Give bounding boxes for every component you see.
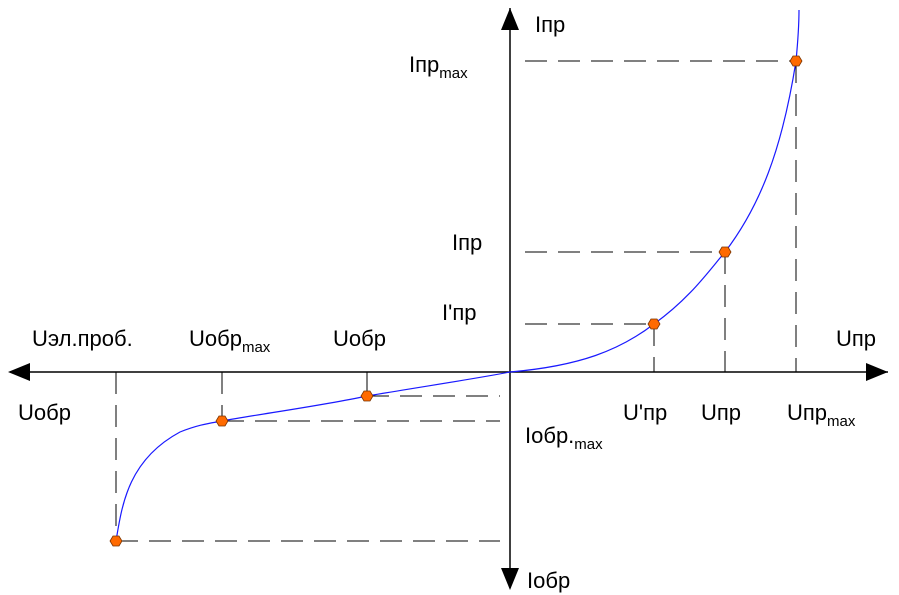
y-axis-up-arrow: [501, 8, 519, 30]
point-u-el-prob: [109, 535, 123, 547]
y-axis-down-arrow: [501, 568, 519, 590]
point-u-pr: [718, 246, 732, 258]
x-axis-right-arrow: [866, 363, 888, 381]
label-u-obr-max: Uобрmax: [189, 326, 271, 356]
point-u-obr: [360, 390, 374, 402]
label-u-pr: Uпр: [701, 400, 741, 425]
y-axis-negative-label: Iобр: [527, 568, 570, 593]
label-u-pr-max: Uпрmax: [787, 400, 856, 430]
guide-lines: [115, 60, 797, 542]
label-i-pr-prime: I'пр: [442, 300, 476, 325]
label-u-el-prob: Uэл.проб.: [32, 326, 133, 351]
x-axis-positive-label: Uпр: [836, 326, 876, 351]
x-axis-negative-label: Uобр: [18, 400, 71, 425]
curve-points: [109, 55, 803, 547]
label-i-pr-max: Iпрmax: [409, 52, 468, 82]
label-u-pr-prime: U'пр: [623, 400, 667, 425]
point-u-pr-max: [789, 55, 803, 67]
x-axis-left-arrow: [8, 363, 30, 381]
iv-curve: [115, 9, 800, 542]
y-axis-positive-label: Iпр: [535, 12, 565, 37]
point-u-pr-prime: [647, 318, 661, 330]
label-i-obr-max: Iобр.max: [525, 423, 603, 453]
point-u-obr-max: [215, 415, 229, 427]
label-u-obr: Uобр: [333, 326, 386, 351]
label-i-pr: Iпр: [452, 230, 482, 255]
